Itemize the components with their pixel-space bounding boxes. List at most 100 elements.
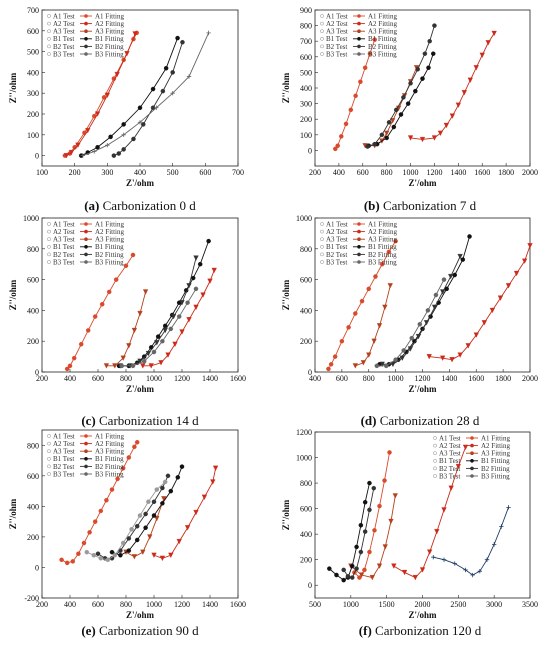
data-point-a1 (367, 549, 372, 555)
data-point-b1 (452, 272, 457, 278)
legend-marker-test (320, 44, 324, 49)
legend-marker-test (433, 436, 437, 440)
data-point-b1 (143, 525, 148, 530)
data-point-a3 (358, 572, 365, 578)
x-tick-label: 2000 (415, 600, 431, 609)
x-tick-label: 500 (167, 168, 179, 177)
legend-entry: A1 Test (439, 434, 461, 442)
data-point-a3 (388, 518, 394, 525)
data-point-a1 (335, 143, 340, 148)
y-tick-label: 100 (27, 131, 39, 140)
legend-marker-test (433, 474, 437, 478)
legend-entry: A2 Fitting (481, 442, 510, 450)
data-point-a1 (78, 342, 84, 347)
legend-marker-test (47, 244, 51, 249)
data-point-b3 (151, 349, 157, 355)
series-line-a2 (393, 447, 466, 579)
data-point-b2 (134, 523, 140, 529)
x-tick-label: 600 (199, 168, 211, 177)
y-tick-label: 200 (27, 533, 39, 542)
data-point-a1 (393, 238, 398, 244)
y-tick-label: 200 (300, 556, 312, 565)
data-point-b2 (372, 141, 377, 147)
data-point-a1 (81, 540, 87, 546)
data-point-a2 (200, 292, 206, 298)
data-point-b3 (409, 335, 414, 341)
data-point-b2 (440, 289, 446, 295)
x-tick-label: 200 (69, 168, 81, 177)
data-point-a2 (449, 357, 455, 363)
data-point-b2 (415, 67, 420, 72)
x-tick-label: 1200 (415, 374, 431, 383)
legend-entry: B3 Fitting (481, 472, 510, 480)
data-point-a2 (193, 304, 199, 311)
data-point-a2 (193, 509, 199, 516)
legend-entry: A2 Test (326, 228, 348, 236)
legend-entry: B2 Test (439, 465, 460, 473)
data-point-b1 (350, 563, 355, 569)
legend-marker-test (320, 21, 324, 26)
data-point-a1 (115, 476, 120, 482)
data-point-a1 (362, 65, 368, 70)
data-point-a2 (505, 283, 512, 289)
data-point-a1 (332, 354, 338, 359)
data-point-b3 (193, 286, 199, 292)
chart-caption: (c) Carbonization 14 d (81, 413, 199, 428)
legend-entry: B3 Fitting (95, 50, 124, 58)
chart-panel-c: 200 400 600 800 1000 1200 1400 1600020040060080… (8, 214, 246, 394)
data-point-a1 (358, 79, 363, 85)
data-point-a1 (92, 314, 98, 319)
legend-marker-fitting (470, 474, 474, 478)
x-tick-label: 1200 (426, 168, 442, 177)
legend-marker-test (47, 237, 51, 242)
legend-entry: A3 Test (326, 28, 348, 36)
legend-entry: A2 Fitting (95, 440, 124, 448)
data-point-b3 (374, 363, 380, 369)
data-point-b3 (105, 143, 110, 148)
legend-entry: B1 Test (53, 243, 74, 251)
data-point-b2 (423, 320, 430, 326)
data-point-a1 (366, 286, 371, 292)
data-point-b3 (441, 277, 447, 282)
data-point-a2 (443, 122, 450, 129)
legend-marker-fitting (357, 245, 361, 249)
data-point-a1 (359, 298, 365, 304)
data-point-b1 (175, 475, 181, 480)
x-tick-label: 600 (336, 374, 348, 383)
data-point-b3 (105, 557, 111, 563)
data-point-a2 (212, 465, 219, 471)
legend-marker-test (47, 21, 51, 26)
y-tick-label: 600 (300, 505, 312, 514)
data-point-b2 (427, 38, 432, 44)
data-point-b2 (160, 485, 165, 491)
x-tick-label: 800 (120, 374, 132, 383)
x-tick-label: 1000 (403, 168, 419, 177)
x-tick-label: 1600 (468, 374, 484, 383)
data-point-b2 (179, 300, 185, 306)
legend-entry: B3 Fitting (368, 50, 397, 58)
legend-entry: A1 Fitting (95, 432, 124, 440)
series-line-a1 (334, 39, 376, 150)
y-tick-label: 1200 (296, 428, 312, 437)
data-point-b3 (141, 358, 147, 364)
data-point-a1 (87, 530, 92, 535)
y-tick-label: 600 (300, 53, 312, 62)
legend-entry: B1 Test (53, 455, 74, 463)
data-point-a1 (85, 328, 91, 333)
y-tick-label: 800 (300, 245, 312, 254)
legend-marker-fitting (84, 237, 88, 241)
x-tick-label: 400 (64, 600, 76, 609)
data-point-b2 (457, 253, 463, 260)
data-point-a2 (207, 278, 213, 284)
data-point-a2 (412, 575, 418, 581)
data-point-b3 (470, 572, 475, 578)
data-point-b2 (345, 574, 351, 579)
y-axis-label: Z''/ohm (281, 72, 291, 103)
legend-marker-test (47, 36, 51, 41)
data-point-b3 (431, 554, 436, 560)
data-point-a3 (352, 363, 358, 369)
data-point-b3 (186, 74, 192, 79)
legend-entry: B1 Test (53, 35, 74, 43)
x-tick-label: 1500 (379, 600, 395, 609)
data-point-a2 (457, 352, 463, 358)
